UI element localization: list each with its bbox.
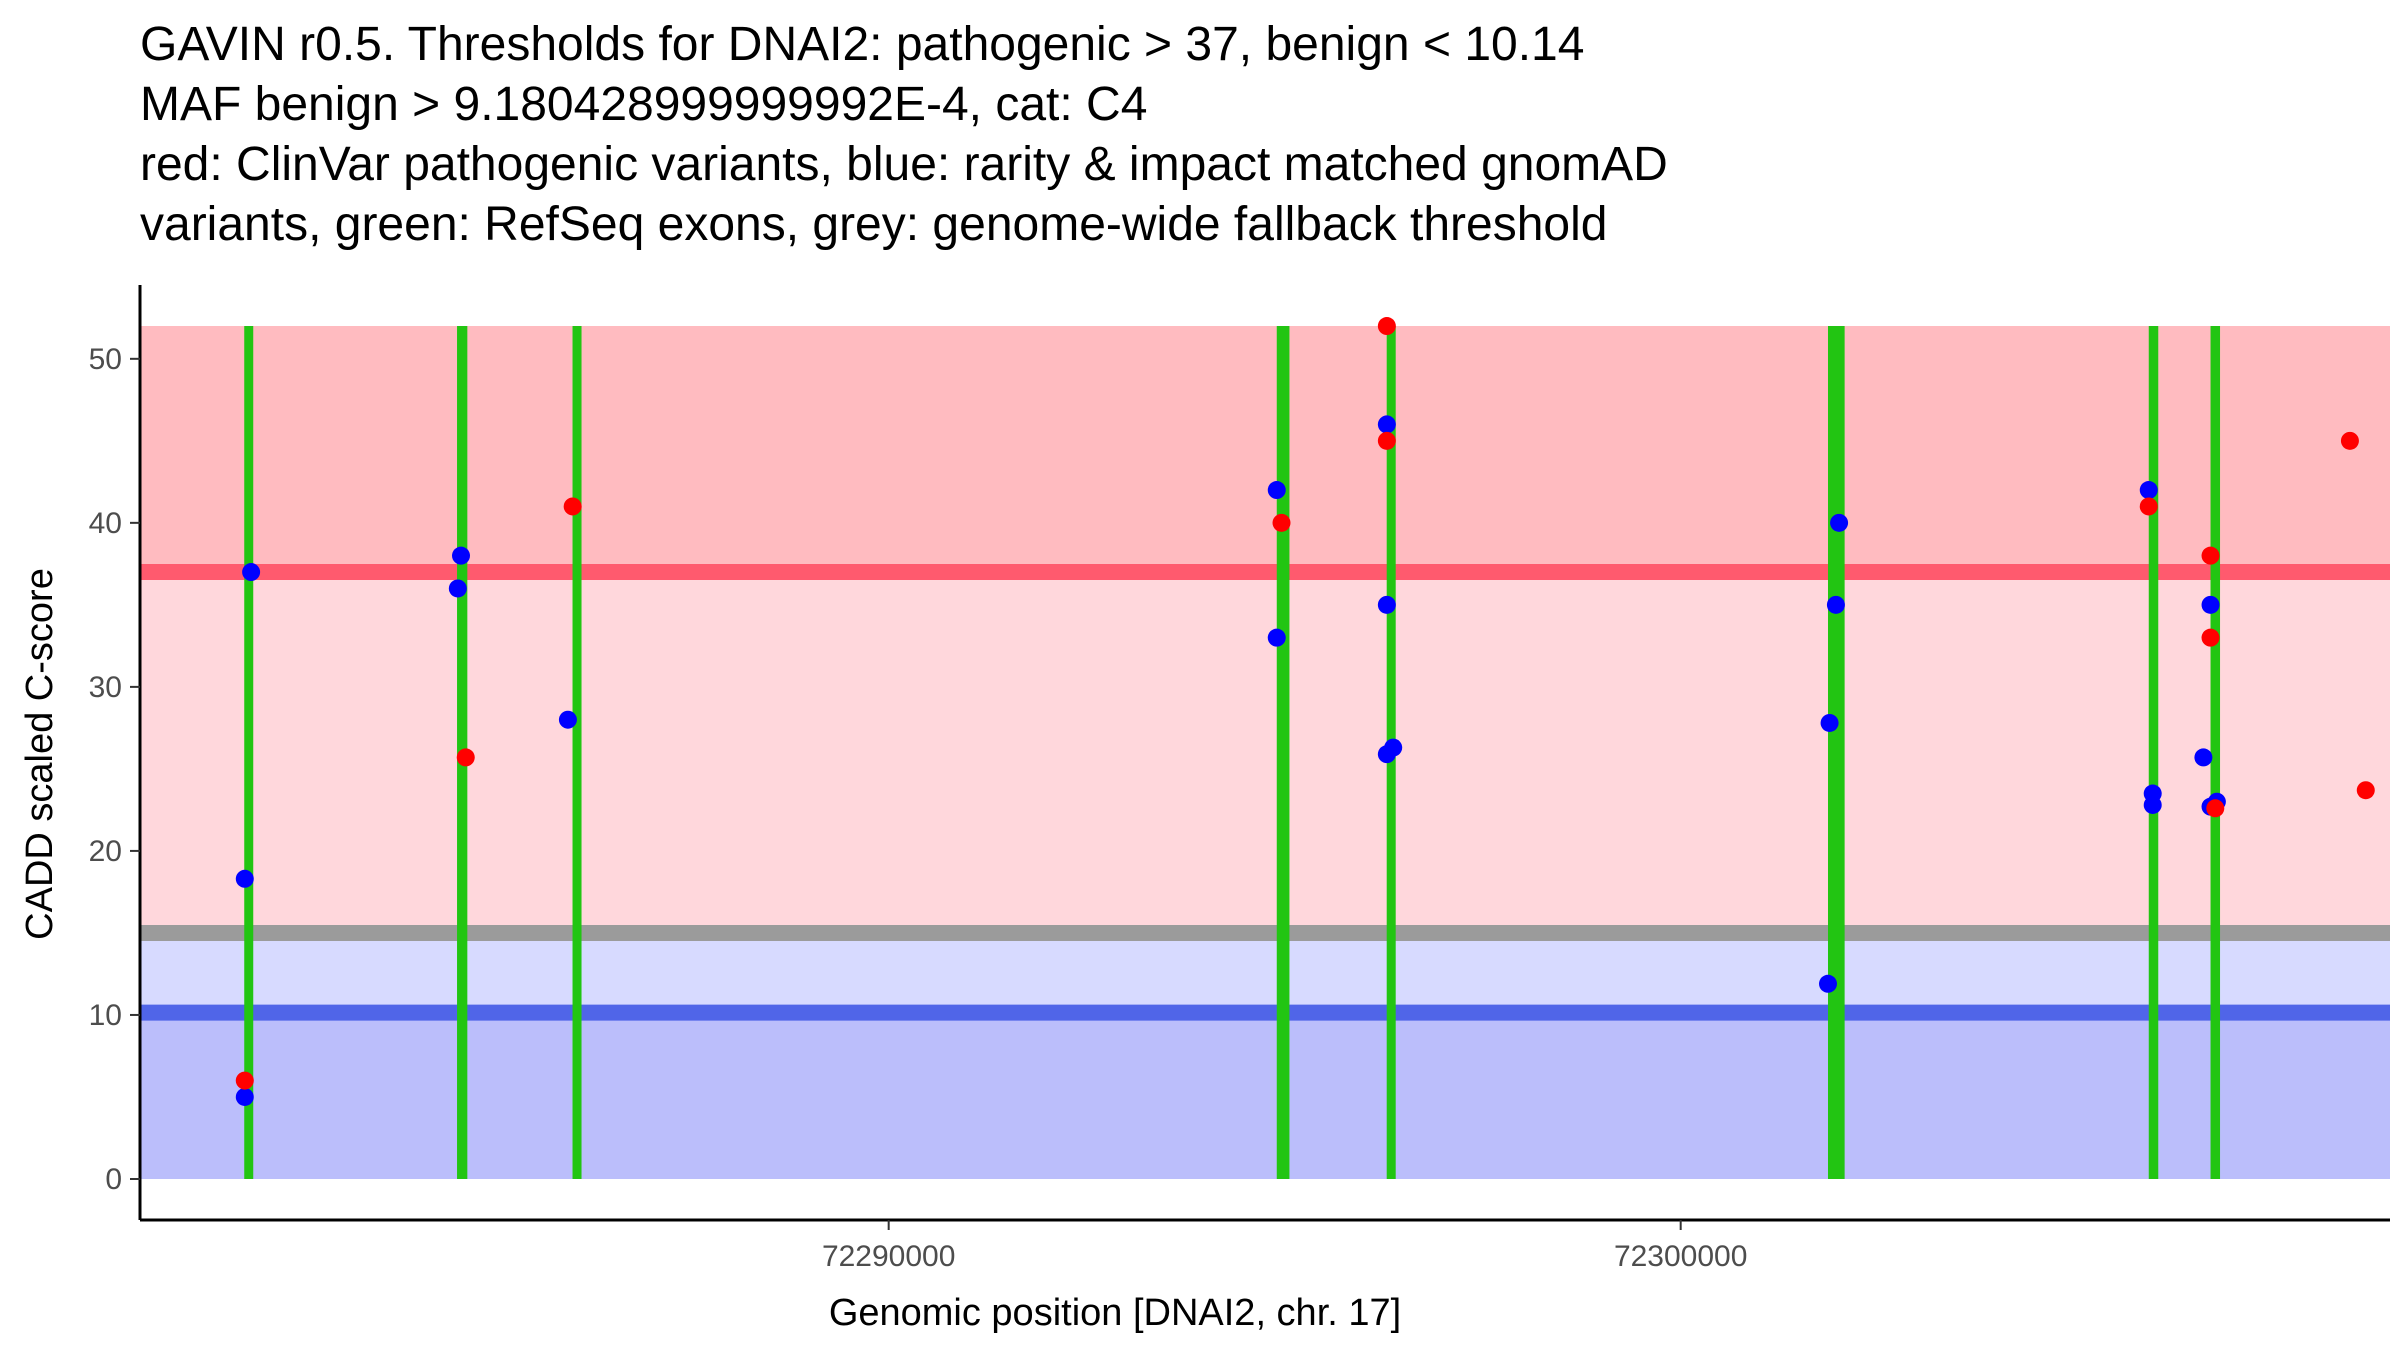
y-tick-label: 20 — [89, 835, 122, 868]
gnomad-point-20 — [2194, 748, 2213, 767]
gnomad-point-16 — [1830, 513, 1849, 532]
clinvar-point-3 — [563, 497, 582, 516]
gnomad-point-17 — [2139, 481, 2158, 500]
clinvar-point-1 — [235, 1071, 254, 1090]
x-tick-label: 72290000 — [822, 1240, 955, 1273]
clinvar-point-8 — [2201, 546, 2220, 565]
gnomad-point-14 — [1820, 713, 1839, 732]
gnomad-point-2 — [235, 869, 254, 888]
gnomad-point-1 — [235, 1087, 254, 1106]
x-tick-label: 72300000 — [1614, 1240, 1747, 1273]
clinvar-point-5 — [1377, 317, 1396, 336]
y-tick-label: 40 — [89, 507, 122, 540]
clinvar-point-11 — [2340, 431, 2359, 450]
x-axis-title: Genomic position [DNAI2, chr. 17] — [829, 1292, 1401, 1334]
intermediate-band — [140, 572, 2390, 933]
clinvar-point-2 — [456, 748, 475, 767]
y-tick-label: 30 — [89, 671, 122, 704]
title-line-1: GAVIN r0.5. Thresholds for DNAI2: pathog… — [140, 18, 1584, 71]
clinvar-point-12 — [2356, 781, 2375, 800]
threshold-bands — [140, 326, 2390, 1179]
gnomad-point-8 — [1267, 628, 1286, 647]
exon-bar-6 — [1827, 326, 1845, 1179]
clinvar-point-9 — [2201, 628, 2220, 647]
y-axis-title: CADD scaled C-score — [19, 568, 61, 940]
title-line-3: red: ClinVar pathogenic variants, blue: … — [140, 138, 1668, 191]
axes: 0 10 20 30 40 50 72290000 72300000 — [89, 285, 2390, 1273]
clinvar-point-6 — [1377, 431, 1396, 450]
gnomad-point-4 — [448, 579, 467, 598]
benign-band — [140, 1012, 2390, 1179]
y-tick-label: 10 — [89, 999, 122, 1032]
pathogenic-band — [140, 326, 2390, 573]
clinvar-point-7 — [2139, 497, 2158, 516]
gnomad-point-15 — [1826, 595, 1845, 614]
gnomad-point-19 — [2143, 795, 2162, 814]
y-tick-label: 0 — [105, 1163, 122, 1196]
clinvar-point-4 — [1272, 513, 1291, 532]
gnomad-point-3 — [242, 563, 261, 582]
gnomad-point-12 — [1384, 738, 1403, 757]
gnomad-point-5 — [451, 546, 470, 565]
gnomad-point-6 — [558, 710, 577, 729]
clinvar-point-10 — [2206, 799, 2225, 818]
gnomad-point-21 — [2201, 595, 2220, 614]
gnomad-point-9 — [1377, 415, 1396, 434]
variant-points — [235, 317, 2375, 1106]
gnomad-point-10 — [1377, 595, 1396, 614]
exon-bar-7 — [2148, 326, 2159, 1179]
chart-title: GAVIN r0.5. Thresholds for DNAI2: pathog… — [140, 18, 1668, 251]
title-line-2: MAF benign > 9.180428999999992E-4, cat: … — [140, 78, 1147, 131]
y-tick-label: 50 — [89, 343, 122, 376]
exon-bar-3 — [572, 326, 582, 1179]
exon-bar-4 — [1276, 326, 1290, 1179]
exon-bar-1 — [244, 326, 254, 1179]
exon-bar-8 — [2210, 326, 2221, 1179]
title-line-4: variants, green: RefSeq exons, grey: gen… — [140, 198, 1607, 251]
lower-intermediate-band — [140, 932, 2390, 1013]
gnomad-point-13 — [1818, 974, 1837, 993]
gnomad-point-7 — [1267, 481, 1286, 500]
